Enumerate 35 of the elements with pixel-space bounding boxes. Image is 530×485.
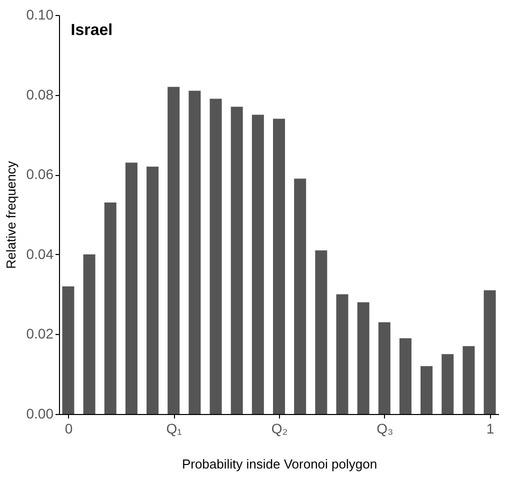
bar [484, 290, 496, 414]
bar [420, 366, 433, 414]
y-axis-title: Relative frequency [3, 160, 18, 269]
x-tick-label: 1 [486, 420, 494, 436]
chart-title: Israel [70, 22, 113, 39]
bar [462, 346, 475, 414]
bar [357, 302, 370, 414]
y-tick-label: 0.10 [26, 6, 54, 22]
bar [168, 86, 180, 414]
x-tick-label: Q₂ [271, 420, 288, 436]
bar [125, 162, 138, 414]
bar [336, 294, 348, 414]
bar [188, 90, 201, 414]
bar [83, 254, 96, 414]
bar [315, 250, 328, 414]
x-tick-label: 0 [64, 420, 73, 436]
y-tick-label: 0.00 [26, 406, 54, 422]
bar [294, 178, 306, 414]
bar [399, 338, 412, 414]
y-tick-label: 0.02 [26, 326, 54, 342]
bar [378, 322, 390, 414]
bar [104, 202, 116, 414]
y-tick-label: 0.08 [26, 86, 54, 102]
x-axis-title: Probability inside Voronoi polygon [182, 456, 378, 472]
bar [62, 286, 74, 414]
bar [210, 98, 222, 414]
bar [230, 106, 243, 414]
x-tick-label: Q₁ [166, 420, 182, 436]
bar [442, 354, 454, 414]
bar [252, 114, 264, 414]
bar [146, 166, 159, 414]
y-tick-label: 0.06 [26, 166, 54, 182]
bar [273, 118, 285, 414]
x-tick-label: Q₃ [376, 420, 394, 436]
y-tick-label: 0.04 [26, 246, 54, 262]
